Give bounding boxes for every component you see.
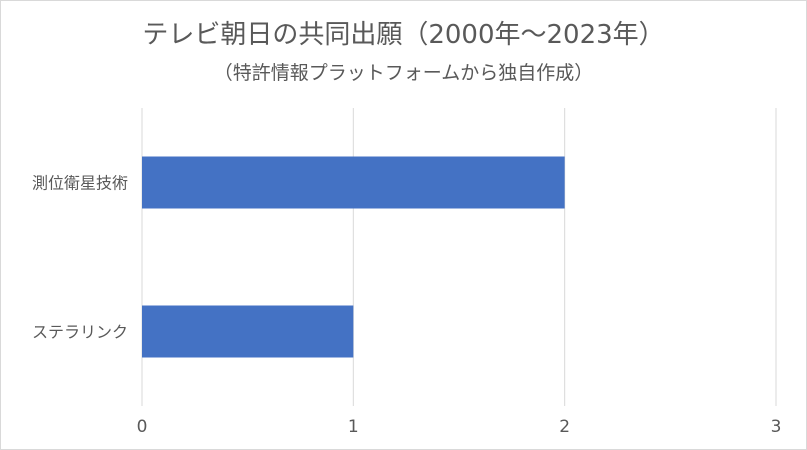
x-tick-label: 1 [348,417,359,437]
category-label: ステラリンク [32,323,128,342]
chart-title: テレビ朝日の共同出願（2000年～2023年） [142,20,665,50]
category-label: 測位衛星技術 [32,174,128,193]
bar [142,156,565,209]
chart-subtitle: （特許情報プラットフォームから独自作成） [213,62,594,84]
bar [142,305,354,358]
x-tick-label: 0 [137,417,148,437]
x-tick-label: 3 [771,417,782,437]
x-tick-label: 2 [559,417,570,437]
